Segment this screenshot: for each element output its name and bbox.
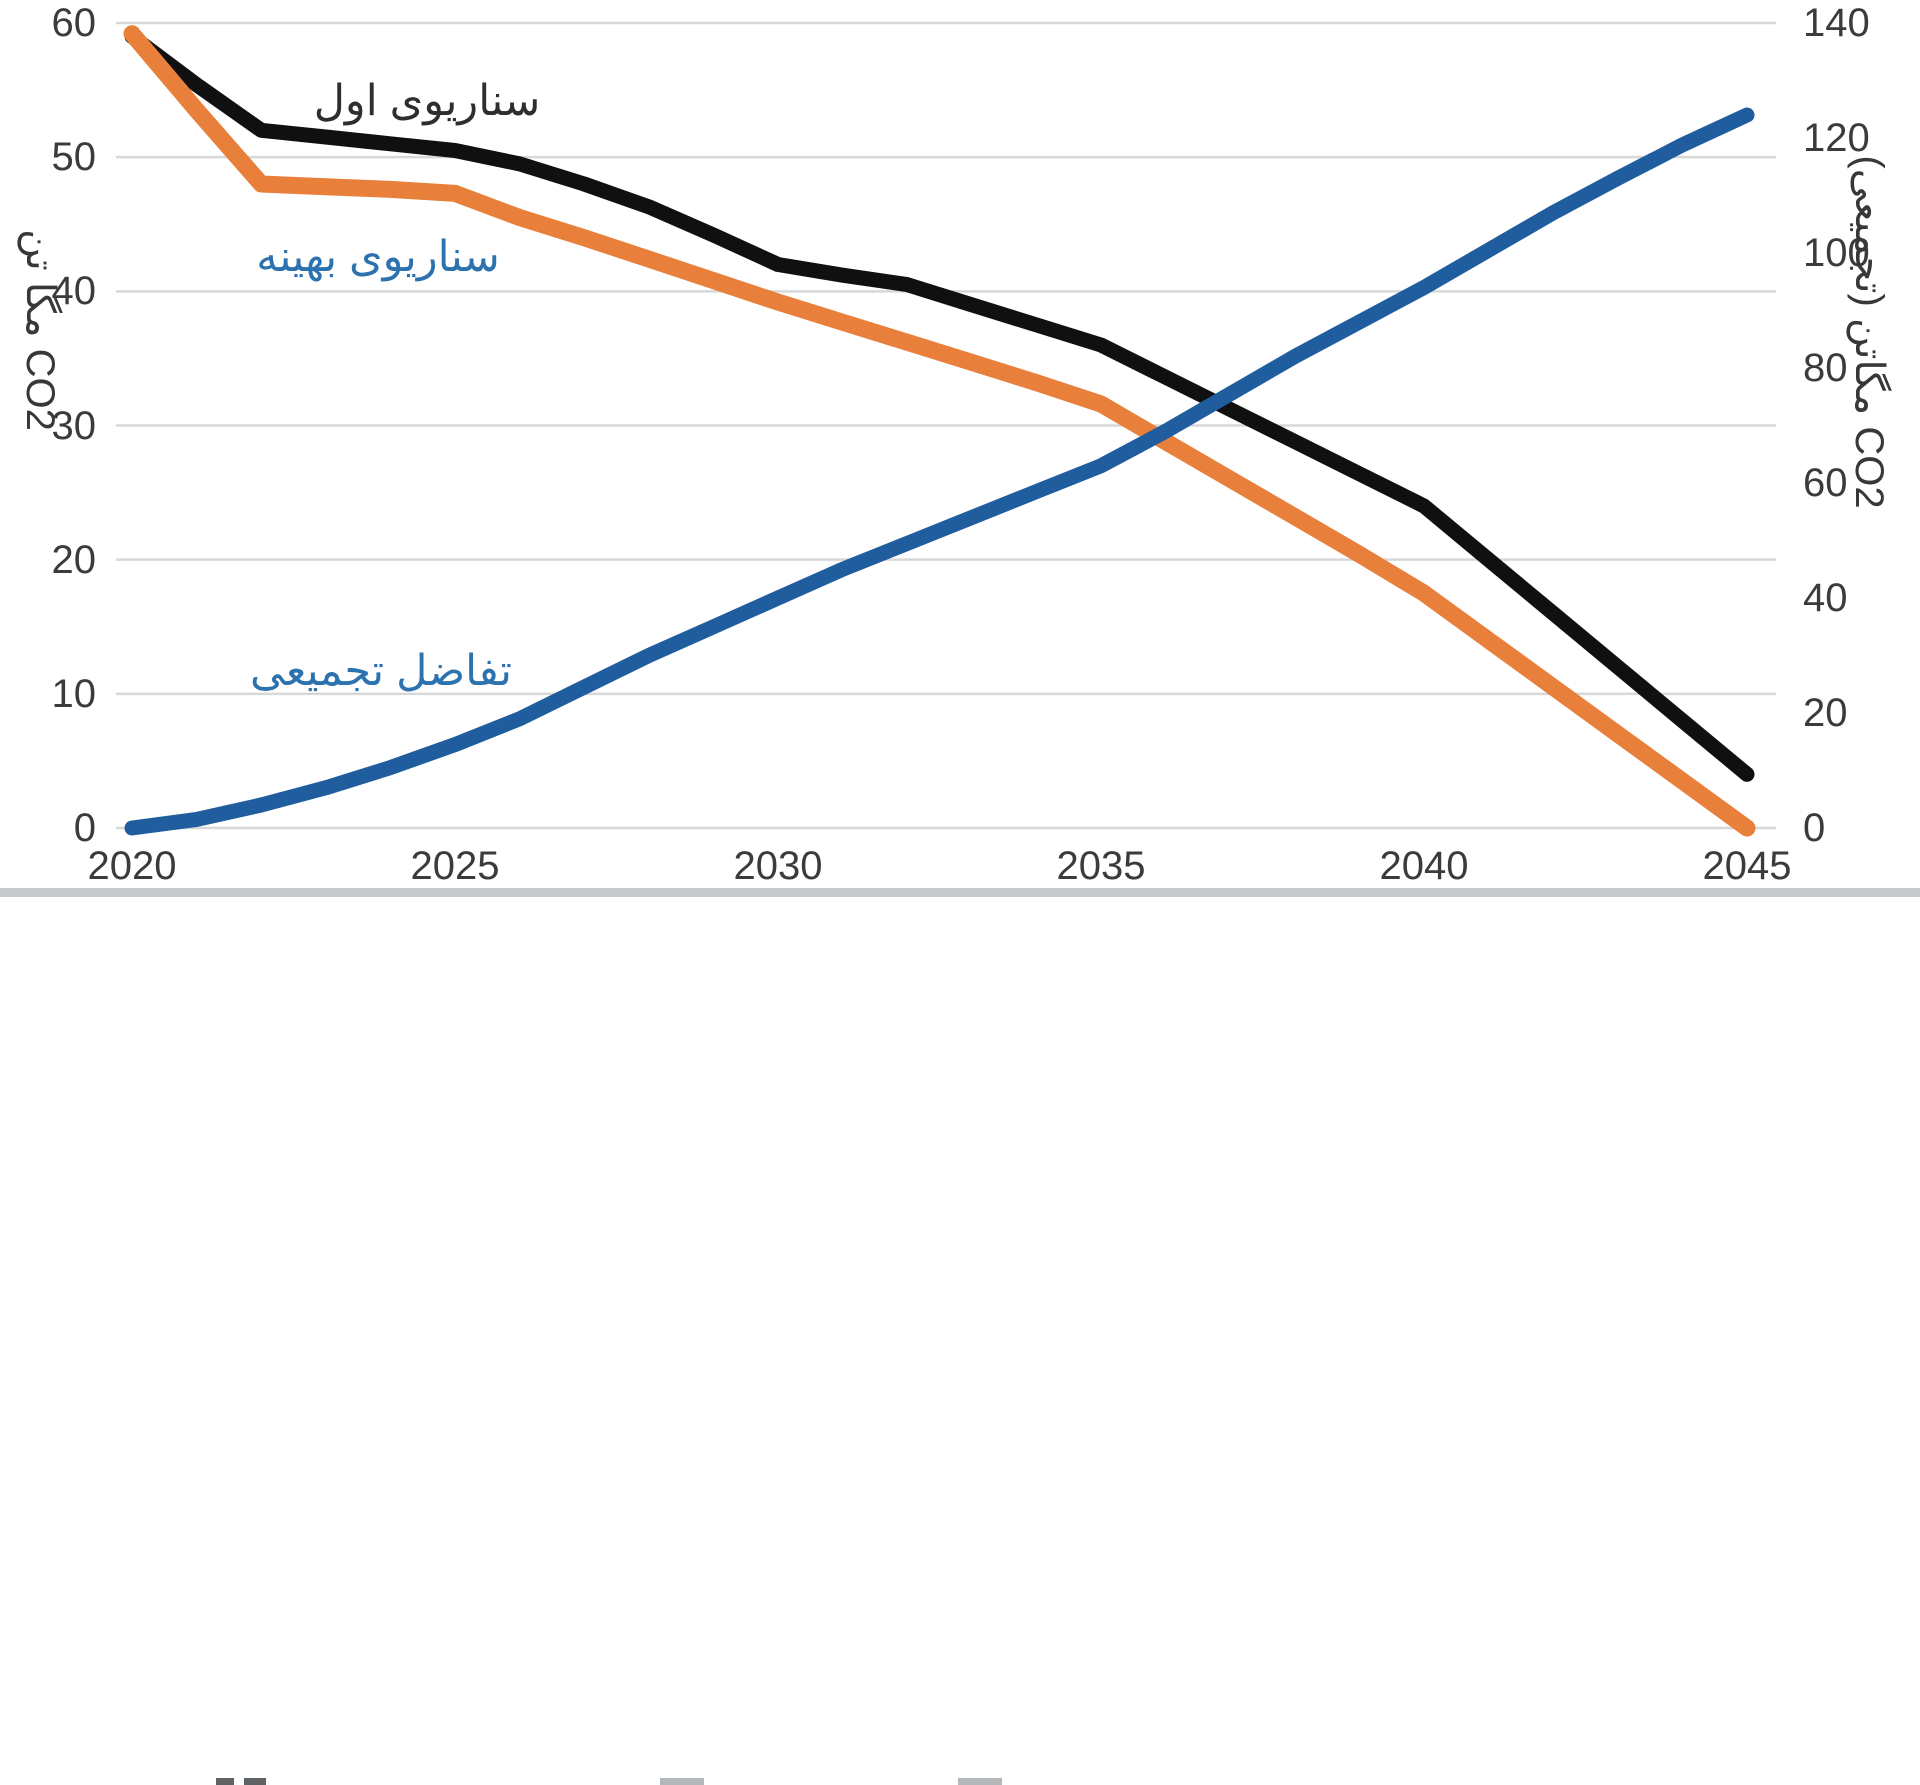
- y-axis-left-title: CO2 مگا تن: [18, 229, 62, 431]
- plot-area: [116, 21, 1776, 837]
- series-label-cumulative-difference: تفاضل تجمیعی: [250, 647, 512, 695]
- y-tick-label: 20: [51, 537, 97, 582]
- y-tick-label: 0: [1803, 806, 1826, 850]
- y-tick-label: 10: [51, 671, 97, 716]
- y-tick-label: 60: [51, 1, 97, 45]
- x-tick-label: 2040: [1379, 844, 1469, 888]
- x-tick-label: 2025: [410, 844, 500, 888]
- series-line-optimal-scenario: [123, 25, 1756, 837]
- series-label-optimal-scenario: سناریوی بهینه: [256, 233, 500, 281]
- y-tick-label: 0: [73, 806, 96, 850]
- y-axis-right-title: CO2 مگاتن (تجمیعی): [1847, 155, 1891, 509]
- x-tick-label: 2030: [733, 844, 823, 888]
- cropped-text-artifact: [244, 1778, 266, 1785]
- y-tick-label: 140: [1803, 1, 1870, 45]
- y-tick-label: 80: [1803, 346, 1848, 390]
- x-tick-label: 2035: [1056, 844, 1146, 888]
- y-tick-label: 40: [1803, 576, 1848, 620]
- y-tick-label: 60: [1803, 461, 1848, 505]
- cropped-text-artifact: [216, 1778, 234, 1785]
- x-tick-label: 2045: [1702, 844, 1792, 888]
- y-tick-label: 40: [51, 269, 97, 314]
- series-line-cumulative-difference: [124, 107, 1755, 836]
- bottom-strip: [0, 888, 1920, 1785]
- x-tick-label: 2020: [87, 844, 177, 888]
- series-line-scenario-one: [124, 28, 1755, 782]
- y-tick-label: 100: [1803, 231, 1870, 275]
- y-tick-label: 20: [1803, 691, 1848, 735]
- series-label-scenario-one: سناریوی اول: [313, 77, 541, 125]
- y-tick-label: 30: [51, 403, 97, 448]
- y-tick-label: 50: [51, 135, 97, 180]
- y-tick-label: 120: [1803, 116, 1870, 160]
- cropped-text-artifact: [660, 1778, 704, 1785]
- cropped-text-artifact: [958, 1778, 1002, 1785]
